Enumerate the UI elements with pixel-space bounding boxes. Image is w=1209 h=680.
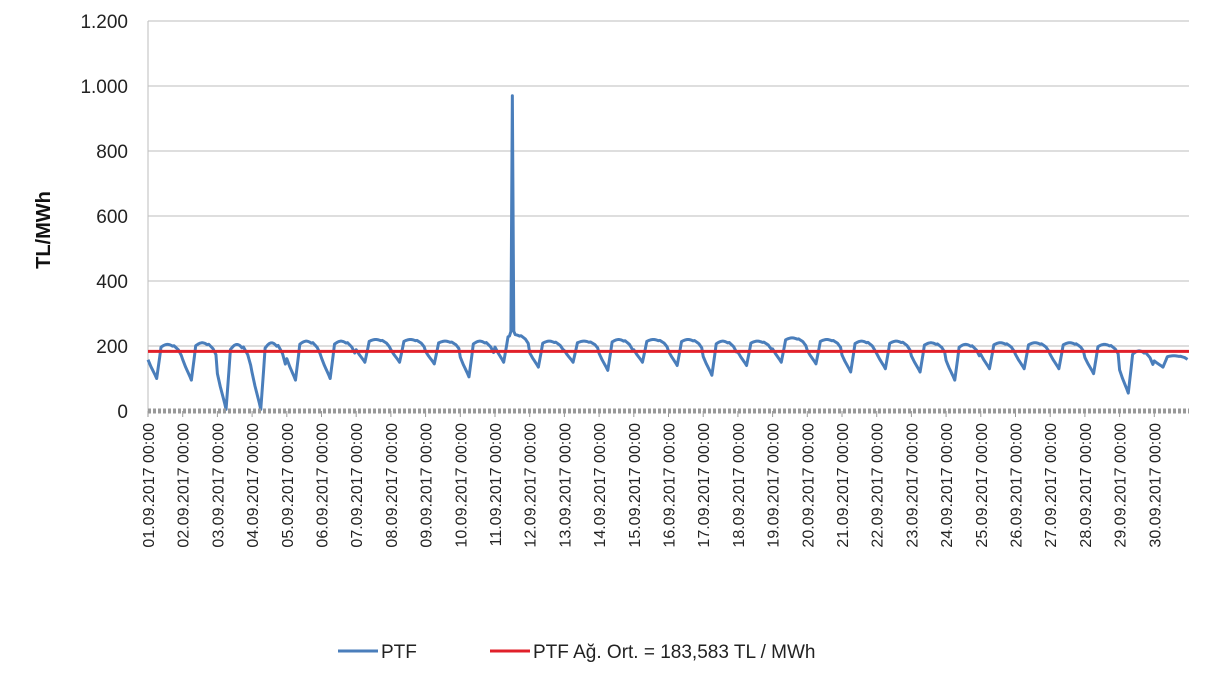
- x-tick-label: 10.09.2017 00:00: [453, 423, 470, 548]
- x-tick-label: 25.09.2017 00:00: [974, 423, 991, 548]
- y-tick-label: 600: [96, 207, 128, 228]
- x-tick-label: 18.09.2017 00:00: [731, 423, 748, 548]
- x-tick-label: 11.09.2017 00:00: [488, 423, 505, 546]
- y-tick-label: 400: [96, 272, 128, 293]
- series-group: [146, 94, 1189, 414]
- x-tick-label: 30.09.2017 00:00: [1147, 423, 1164, 548]
- x-axis: 01.09.2017 00:00 02.09.2017 00:00 03.09.20…: [141, 411, 1164, 548]
- x-tick-label: 14.09.2017 00:00: [592, 423, 609, 548]
- x-tick-label: 06.09.2017 00:00: [315, 423, 332, 548]
- x-tick-label: 21.09.2017 00:00: [835, 423, 852, 548]
- x-tick-label: 28.09.2017 00:00: [1078, 423, 1095, 548]
- x-tick-label: 04.09.2017 00:00: [245, 423, 262, 548]
- y-tick-label: 1.000: [80, 77, 128, 98]
- x-tick-label: 22.09.2017 00:00: [870, 423, 887, 548]
- x-tick-label: 24.09.2017 00:00: [939, 423, 956, 548]
- y-axis-label: TL/MWh: [33, 191, 55, 269]
- x-tick-label: 16.09.2017 00:00: [662, 423, 679, 548]
- x-tick-label: 09.09.2017 00:00: [419, 423, 436, 548]
- grid: [147, 20, 1189, 411]
- y-tick-label: 800: [96, 142, 128, 163]
- y-axis: 0 200 400 600 800 1.000 1.200: [80, 12, 128, 423]
- y-tick-label: 0: [117, 402, 128, 423]
- x-tick-label: 23.09.2017 00:00: [904, 423, 921, 548]
- x-tick-label: 02.09.2017 00:00: [176, 423, 193, 548]
- x-tick-label: 29.09.2017 00:00: [1113, 423, 1130, 548]
- x-tick-label: 08.09.2017 00:00: [384, 423, 401, 548]
- x-tick-label: 13.09.2017 00:00: [557, 423, 574, 548]
- x-tick-label: 03.09.2017 00:00: [210, 423, 227, 548]
- x-tick-label: 01.09.2017 00:00: [141, 423, 158, 548]
- x-tick-label: 26.09.2017 00:00: [1009, 423, 1026, 548]
- x-tick-label: 07.09.2017 00:00: [349, 423, 366, 548]
- legend-label-1: PTF Ağ. Ort. = 183,583 TL / MWh: [533, 642, 815, 663]
- y-tick-label: 200: [96, 337, 128, 358]
- y-tick-label: 1.200: [80, 12, 128, 33]
- x-tick-label: 20.09.2017 00:00: [800, 423, 817, 548]
- x-tick-label: 27.09.2017 00:00: [1043, 423, 1060, 548]
- x-tick-label: 12.09.2017 00:00: [523, 423, 540, 548]
- x-tick-label: 05.09.2017 00:00: [280, 423, 297, 548]
- x-tick-label: 19.09.2017 00:00: [766, 423, 783, 548]
- legend-label-0: PTF: [381, 642, 417, 663]
- legend: PTF PTF Ağ. Ort. = 183,583 TL / MWh: [338, 642, 815, 663]
- x-tick-label: 15.09.2017 00:00: [627, 423, 644, 548]
- x-tick-label: 17.09.2017 00:00: [696, 423, 713, 548]
